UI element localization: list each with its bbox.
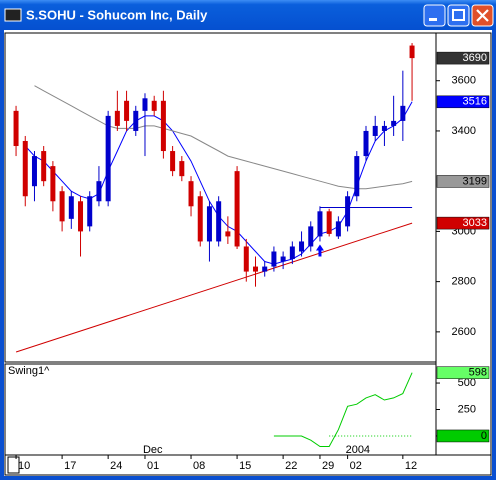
candle-body (68, 196, 74, 219)
candle-body (243, 246, 249, 272)
x-tick-label: 22 (285, 460, 297, 472)
signal-arrow (315, 244, 324, 257)
candle-body (105, 115, 111, 202)
y-tick-label: 3400 (452, 125, 476, 137)
last-value-label: 3199 (463, 175, 487, 187)
x-tick-label: 17 (64, 460, 76, 472)
candle-body (289, 246, 295, 260)
last-value-box (436, 366, 490, 379)
last-value-box (436, 216, 490, 230)
candle-body (87, 196, 93, 227)
last-value-box (436, 95, 490, 109)
candle-body (96, 181, 102, 202)
candle-body (335, 221, 341, 237)
x-tick-label: 01 (147, 460, 159, 472)
candle-body (142, 98, 148, 111)
x-tick-label: 08 (193, 460, 205, 472)
candle-body (372, 125, 378, 136)
last-value-box (436, 51, 490, 65)
y-tick-label: 2800 (452, 276, 476, 288)
period-label: 2004 (346, 444, 370, 456)
time-axis-panel (4, 454, 492, 476)
maximize-button[interactable] (447, 4, 470, 27)
candle-body (31, 156, 37, 187)
indicator-panel (4, 363, 437, 456)
last-value-label: 3690 (463, 52, 487, 64)
x-tick-label: 24 (110, 460, 122, 472)
x-tick-label: 29 (322, 460, 334, 472)
scroll-box[interactable] (7, 456, 20, 474)
x-tick-label: 12 (405, 460, 417, 472)
price-panel (4, 32, 437, 363)
last-value-box (436, 175, 490, 188)
x-tick-label: 02 (350, 460, 362, 472)
candle-body (280, 256, 286, 262)
y-tick-box (436, 429, 490, 443)
candle-body (409, 45, 415, 59)
candle-body (170, 151, 176, 172)
candle-body (234, 171, 240, 247)
candle-body (216, 201, 222, 242)
last-value-label: 3516 (463, 96, 487, 108)
indicator-title: Swing1^ (8, 365, 50, 377)
candle-body (160, 100, 166, 152)
y-tick-label: 2600 (452, 326, 476, 338)
y-tick-label: 500 (458, 377, 476, 389)
y-tick-label: 3600 (452, 75, 476, 87)
candle-body (151, 100, 157, 111)
candle-body (124, 100, 130, 121)
candle-body (271, 251, 277, 267)
candle-body (262, 266, 268, 272)
candle-body (391, 120, 397, 126)
candle-body (363, 130, 369, 157)
candle-body (400, 105, 406, 121)
candle-body (317, 211, 323, 237)
candle-body (354, 156, 360, 197)
candle-body (252, 266, 258, 272)
last-value-label: 3033 (463, 217, 487, 229)
candle-body (381, 125, 387, 131)
moving-average-line (34, 85, 413, 190)
period-label: Dec (143, 444, 163, 456)
y-tick-label: 250 (458, 403, 476, 415)
last-value-label: 598 (469, 367, 487, 379)
candle-body (50, 166, 56, 202)
candle-body (225, 231, 231, 237)
x-tick-label: 10 (18, 460, 30, 472)
candle-body (299, 241, 305, 252)
candle-body (133, 110, 139, 131)
candle-body (206, 206, 212, 242)
candle-body (197, 196, 203, 242)
candle-body (114, 110, 120, 126)
trend-line (15, 222, 413, 353)
candle-body (13, 110, 19, 147)
candle-body (345, 196, 351, 227)
title-bar (0, 0, 496, 30)
candle-body (179, 161, 185, 177)
window-title: S.SOHU - Sohucom Inc, Daily (26, 7, 208, 22)
candle-body (41, 151, 47, 182)
x-tick-label: 15 (239, 460, 251, 472)
candle-body (188, 181, 194, 207)
candle-body (308, 226, 314, 247)
candle-body (22, 140, 28, 197)
close-button[interactable] (471, 4, 494, 27)
candle-body (59, 191, 65, 222)
window-icon (4, 8, 22, 22)
candle-body (326, 211, 332, 234)
y-tick-label: 0 (481, 430, 487, 442)
minimize-button[interactable] (423, 4, 446, 27)
candle-body (78, 201, 84, 232)
indicator-line (273, 372, 413, 447)
